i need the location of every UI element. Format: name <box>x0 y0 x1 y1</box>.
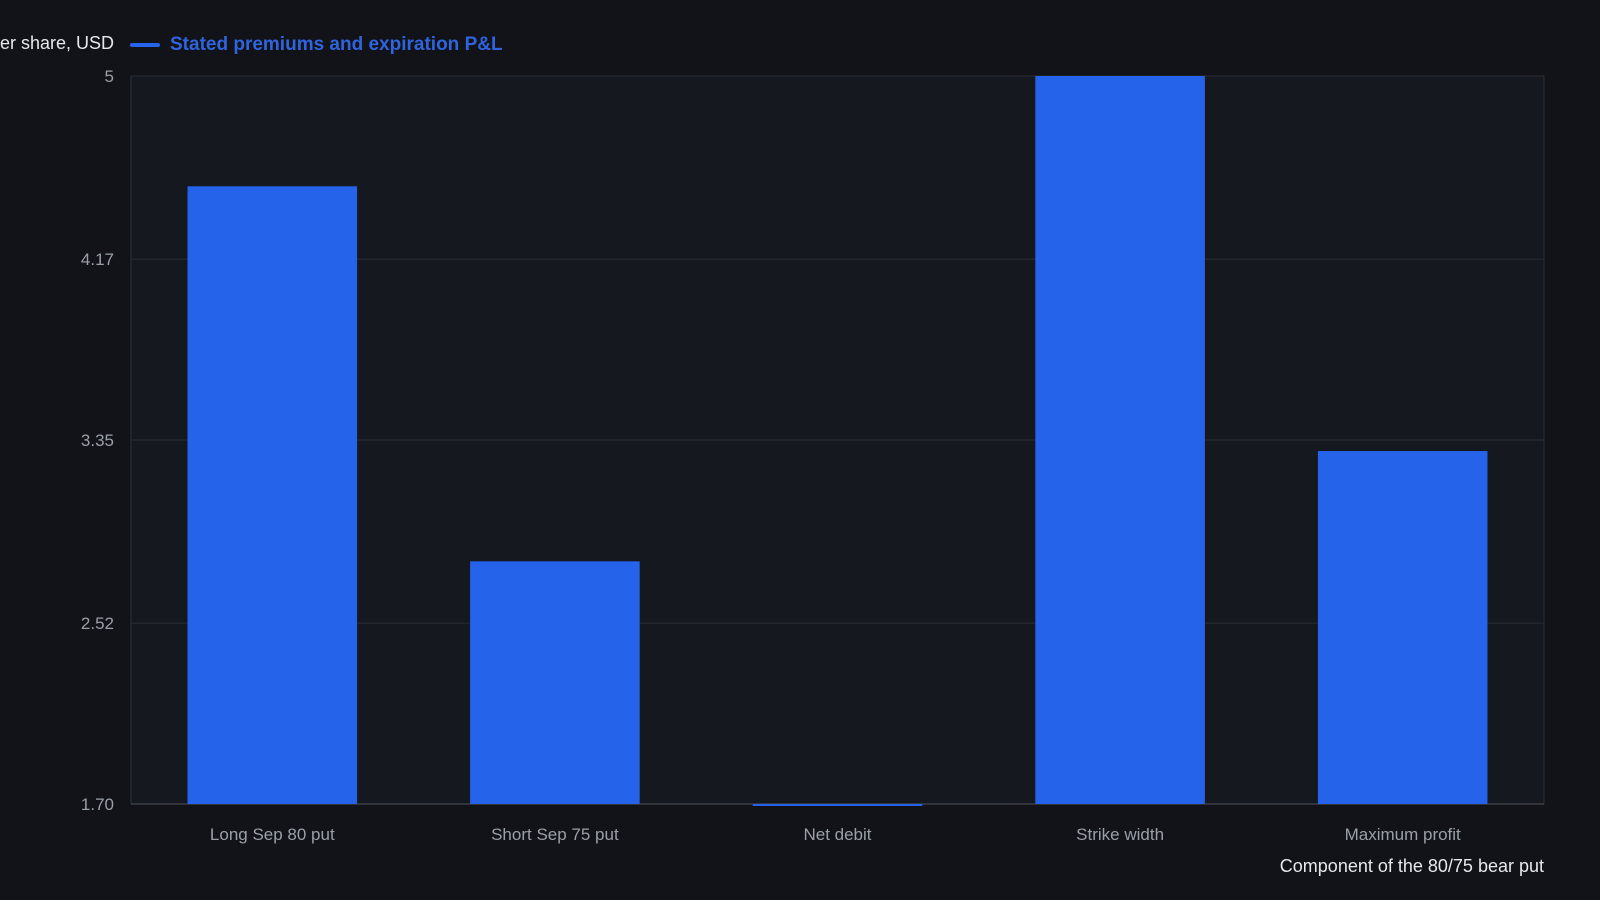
y-axis-title: Per share, USD <box>0 33 114 53</box>
bar <box>1317 451 1488 804</box>
legend-label: Stated premiums and expiration P&L <box>170 34 503 55</box>
legend: Stated premiums and expiration P&L <box>130 34 503 56</box>
y-tick-label: 3.35 <box>81 431 114 450</box>
y-tick-label: 1.70 <box>81 795 114 814</box>
x-tick-label: Strike width <box>1076 825 1164 844</box>
x-tick-label: Short Sep 75 put <box>491 825 619 844</box>
y-tick-label: 5 <box>105 67 114 86</box>
x-axis-title: Component of the 80/75 bear put <box>1279 856 1544 876</box>
bar <box>752 804 923 806</box>
y-tick-label: 2.52 <box>81 614 114 633</box>
legend-swatch <box>130 43 160 47</box>
bar <box>187 186 358 804</box>
x-tick-label: Maximum profit <box>1345 825 1461 844</box>
bar <box>1035 76 1205 804</box>
bar <box>470 561 640 804</box>
x-tick-label: Net debit <box>803 825 871 844</box>
x-tick-label: Long Sep 80 put <box>210 825 335 844</box>
y-tick-label: 4.17 <box>81 250 114 269</box>
